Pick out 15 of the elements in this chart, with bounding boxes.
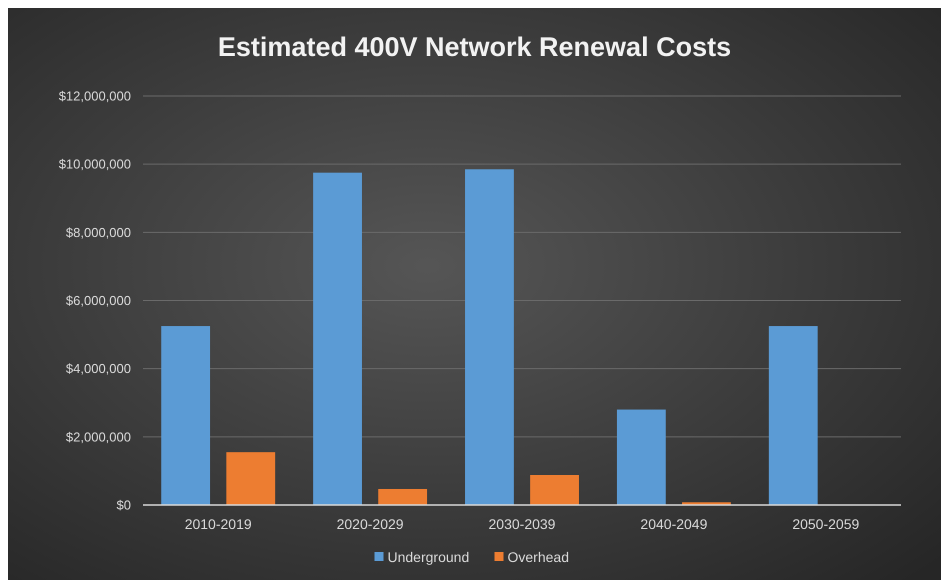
y-tick-label: $4,000,000 — [66, 361, 131, 376]
x-tick-label: 2030-2039 — [488, 516, 556, 532]
legend-label: Underground — [388, 549, 470, 566]
y-tick-label: $2,000,000 — [66, 429, 131, 444]
x-tick-label: 2010-2019 — [184, 516, 252, 532]
y-tick-label: $6,000,000 — [66, 293, 131, 308]
y-tick-label: $10,000,000 — [58, 156, 131, 172]
x-tick-label: 2020-2029 — [336, 516, 404, 532]
y-tick-label: $0 — [116, 498, 131, 513]
y-tick-label: $12,000,000 — [58, 88, 131, 104]
y-tick-label: $8,000,000 — [66, 224, 131, 240]
chart-title: Estimated 400V Network Renewal Costs — [218, 32, 732, 62]
x-tick-label: 2050-2059 — [792, 516, 860, 532]
x-tick-label: 2040-2049 — [640, 516, 708, 532]
legend-label: Overhead — [508, 549, 569, 566]
